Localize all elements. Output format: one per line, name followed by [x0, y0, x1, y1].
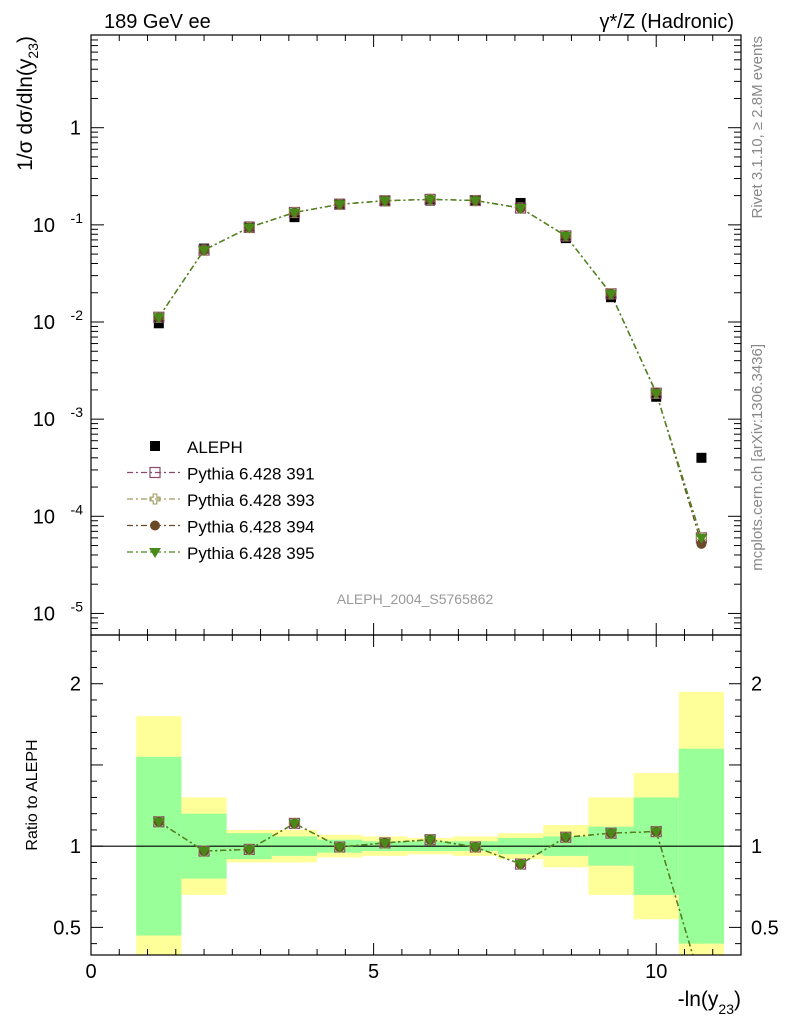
x-tick-label: 5	[368, 961, 379, 983]
y-tick-exponent: -5	[71, 598, 84, 614]
y-tick-label: 10	[33, 506, 55, 528]
labels: 0 5 10 10 -5 10 -4 10 -3 10 -2 10 -1 1 0.5 0.5 1 1 2 2 189 G…	[14, 11, 779, 1017]
x-label-subscript: 23	[718, 1001, 734, 1017]
main-plot	[152, 193, 708, 549]
data-point	[153, 318, 164, 329]
y-label-main: 1/σ dσ/dln(y	[14, 58, 37, 171]
x-label-main: -ln(y	[678, 988, 719, 1011]
legend-marker-2	[150, 520, 160, 531]
series-3-point	[424, 195, 437, 206]
ratio-tick-label-left: 0.5	[53, 917, 81, 939]
series-3-point	[469, 196, 482, 207]
y-tick-label: 10	[33, 215, 55, 237]
legend-label-2: Pythia 6.428 394	[187, 518, 315, 537]
y-tick-exponent: -4	[71, 501, 84, 517]
series-line-1	[158, 198, 703, 539]
series-3-point	[650, 389, 663, 400]
ratio-series-3-point	[243, 845, 256, 856]
ratio-bands	[136, 691, 725, 955]
legend-marker-data	[150, 441, 160, 451]
x-label-close: )	[734, 988, 741, 1011]
ratio-tick-label-left: 2	[70, 674, 81, 696]
ratio-tick-label-right: 2	[751, 674, 762, 696]
series-line-0	[158, 198, 703, 539]
y-label-subscript: 23	[25, 43, 41, 59]
series-line-3	[158, 198, 703, 539]
y-tick-label: 10	[33, 409, 55, 431]
side-label-bottom: mcplots.cern.ch [arXiv:1306.3436]	[749, 344, 766, 571]
y-axis-label: 1/σ dσ/dln(y23)	[14, 36, 41, 171]
series-3-point	[333, 200, 346, 211]
y-tick-label: 10	[33, 312, 55, 334]
y-tick-label: 10	[33, 603, 55, 625]
watermark: ALEPH_2004_S5765862	[337, 591, 494, 607]
ratio-series-3-point	[152, 817, 165, 828]
series-3-point	[198, 246, 211, 257]
series-3-point	[152, 313, 165, 324]
ratio-series-3-point	[469, 842, 482, 853]
ratio-series-3-point	[559, 833, 572, 844]
ratio-series-3-point	[605, 829, 617, 840]
ratio-series-3-point	[378, 838, 391, 849]
ratio-series-3-point	[198, 847, 211, 858]
series-3-point	[378, 196, 391, 207]
ratio-series-3-point	[650, 827, 663, 838]
series-2-point	[696, 538, 707, 549]
ratio-series-3-point	[333, 842, 346, 853]
series-3-point	[695, 533, 708, 544]
ratio-tick-label-right: 0.5	[751, 917, 779, 939]
legend-label-data: ALEPH	[187, 438, 243, 457]
ratio-series-3-point	[514, 860, 527, 871]
ratio-frame	[90, 634, 742, 956]
series-3-point	[605, 289, 617, 300]
ratio-axis-label: Ratio to ALEPH	[24, 739, 41, 850]
series-3-point	[559, 231, 572, 242]
y-label-close: )	[14, 36, 37, 43]
x-axis-label: -ln(y23)	[678, 988, 741, 1017]
series-3-point	[514, 204, 527, 215]
side-label-top: Rivet 3.1.10, ≥ 2.8M events	[749, 36, 766, 219]
series-3-point	[288, 208, 301, 219]
ratio-plot	[91, 816, 741, 956]
data-point	[696, 452, 707, 463]
x-tick-label: 10	[645, 961, 667, 983]
ratio-series-3-point	[424, 835, 437, 846]
axes	[90, 34, 742, 956]
ratio-tick-label-left: 1	[70, 836, 81, 858]
ratio-tick-label-right: 1	[751, 836, 762, 858]
series-3-point	[243, 223, 256, 234]
header-right: γ*/Z (Hadronic)	[600, 11, 734, 33]
header-left: 189 GeV ee	[104, 11, 211, 33]
y-tick-label: 1	[70, 118, 81, 140]
legend-marker-1	[149, 493, 161, 505]
x-tick-label: 0	[85, 961, 96, 983]
legend-marker-0	[149, 466, 161, 479]
legend-label-0: Pythia 6.428 391	[187, 465, 315, 484]
y-tick-exponent: -2	[71, 307, 84, 323]
legend-label-1: Pythia 6.428 393	[187, 491, 315, 510]
ratio-series-3-point	[288, 819, 301, 830]
legend-marker-3	[149, 548, 161, 558]
legend-label-3: Pythia 6.428 395	[187, 544, 315, 563]
y-tick-exponent: -1	[71, 210, 84, 226]
y-tick-exponent: -3	[71, 404, 84, 420]
